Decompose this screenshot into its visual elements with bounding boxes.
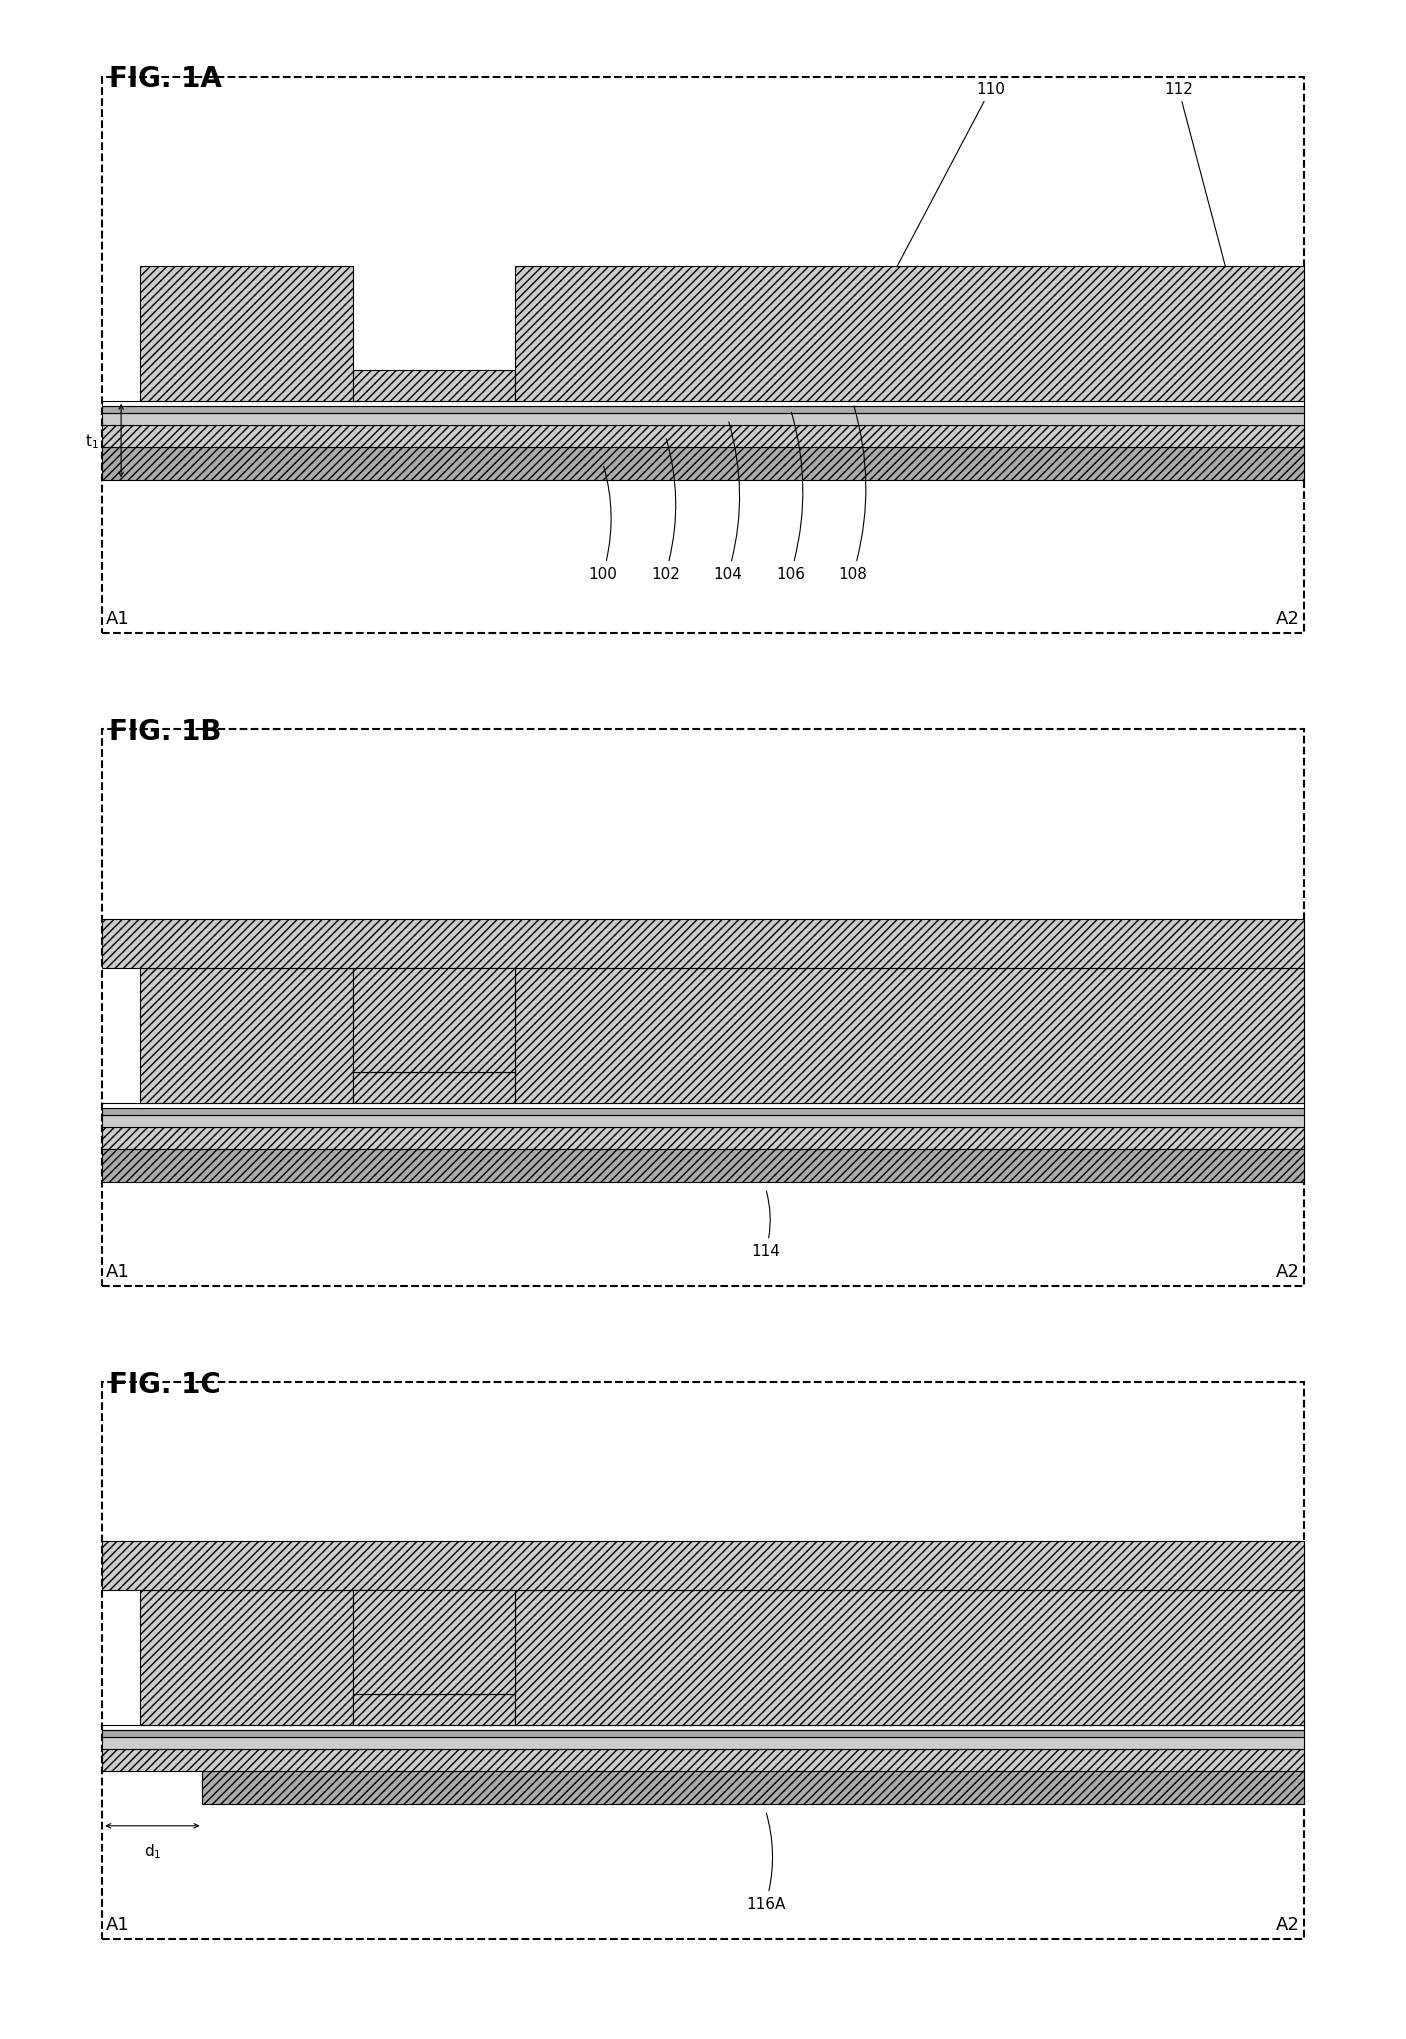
Bar — [515, 969, 1303, 1103]
Bar — [103, 426, 1303, 447]
Bar — [353, 1073, 515, 1103]
Bar — [141, 1590, 353, 1725]
Bar — [103, 414, 1303, 426]
Bar — [141, 267, 353, 402]
Text: FIG. 1A: FIG. 1A — [108, 65, 222, 94]
Bar — [515, 1590, 1303, 1725]
Bar — [103, 1725, 1303, 1729]
Text: d$_1$: d$_1$ — [143, 1841, 162, 1860]
Bar — [202, 1770, 1303, 1805]
Text: A1: A1 — [105, 610, 129, 628]
Bar — [103, 1541, 1303, 1590]
Bar — [515, 267, 1303, 402]
Bar — [103, 1150, 1303, 1183]
Bar — [103, 920, 1303, 969]
Text: t$_1$: t$_1$ — [84, 432, 98, 451]
Text: 104: 104 — [714, 422, 742, 581]
Bar — [353, 371, 515, 402]
Text: 114: 114 — [751, 1191, 780, 1258]
Text: A1: A1 — [105, 1915, 129, 1933]
Text: FIG. 1C: FIG. 1C — [108, 1370, 221, 1399]
Bar — [141, 969, 353, 1103]
Bar — [353, 1590, 515, 1694]
Bar — [103, 406, 1303, 414]
Bar — [103, 1115, 1303, 1128]
Text: A2: A2 — [1277, 610, 1301, 628]
Bar — [103, 1107, 1303, 1115]
Bar — [103, 1729, 1303, 1737]
Text: A1: A1 — [105, 1262, 129, 1280]
Text: 116A: 116A — [745, 1813, 786, 1911]
Text: t$_3$: t$_3$ — [866, 324, 880, 345]
Text: t$_2$: t$_2$ — [453, 377, 467, 396]
Bar — [103, 1128, 1303, 1150]
Text: 110: 110 — [891, 82, 1005, 277]
Text: A2: A2 — [1277, 1262, 1301, 1280]
Text: 106: 106 — [776, 414, 806, 581]
Text: 102: 102 — [651, 440, 681, 581]
Bar — [353, 1694, 515, 1725]
Text: FIG. 1B: FIG. 1B — [108, 718, 221, 746]
Bar — [103, 1737, 1303, 1749]
Bar — [103, 402, 1303, 406]
Bar — [103, 447, 1303, 481]
Bar — [103, 1103, 1303, 1107]
Text: 112: 112 — [1164, 82, 1227, 277]
Text: A2: A2 — [1277, 1915, 1301, 1933]
Bar — [353, 969, 515, 1073]
Text: 108: 108 — [839, 408, 868, 581]
Text: 100: 100 — [589, 467, 617, 581]
Bar — [103, 1749, 1303, 1770]
